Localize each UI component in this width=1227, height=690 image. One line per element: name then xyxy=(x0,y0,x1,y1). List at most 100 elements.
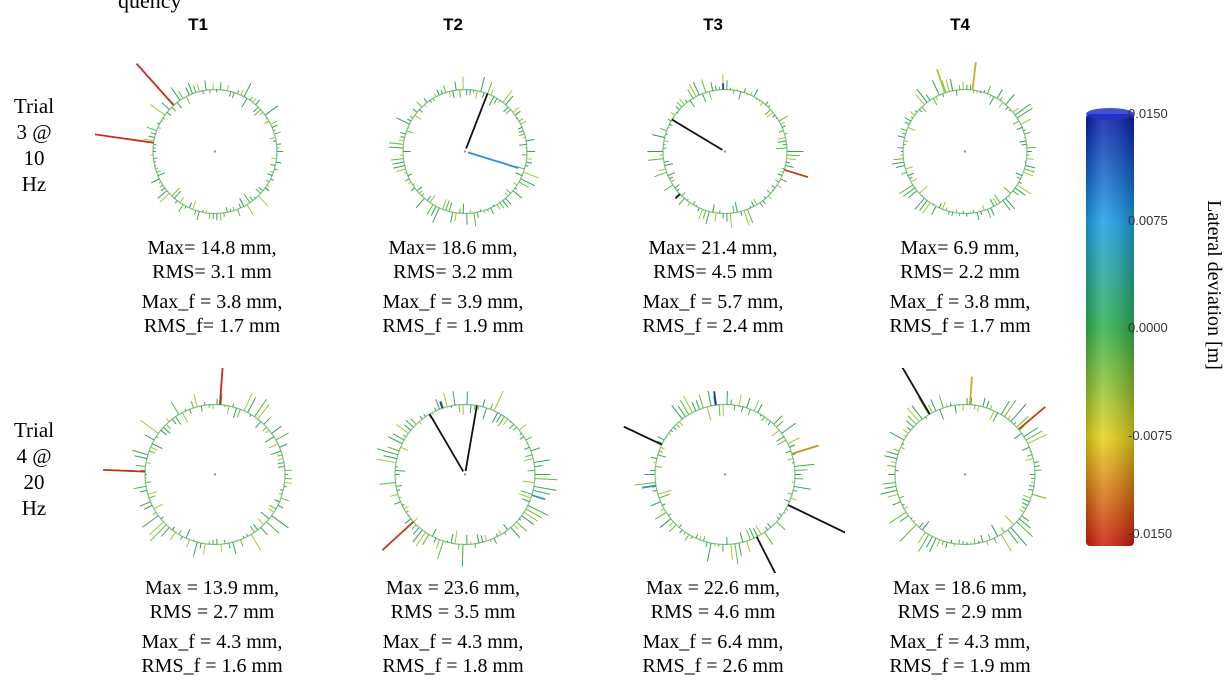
deviation-glyph xyxy=(228,543,231,549)
deviation-glyph xyxy=(160,187,166,192)
deviation-glyph xyxy=(1028,485,1035,487)
deviation-glyph xyxy=(220,544,223,553)
deviation-glyph xyxy=(522,498,530,503)
deviation-glyph xyxy=(657,489,672,495)
stat-rms: RMS = 3.5 mm xyxy=(390,601,516,623)
deviation-glyph xyxy=(1013,432,1022,440)
max-deviation-glyph xyxy=(103,468,146,473)
deviation-glyph xyxy=(163,426,171,434)
deviation-glyph xyxy=(518,181,529,188)
deviation-glyph xyxy=(488,96,495,106)
deviation-glyph xyxy=(220,393,223,405)
deviation-glyph xyxy=(149,521,164,536)
deviation-glyph xyxy=(510,527,521,539)
deviation-glyph xyxy=(902,429,909,434)
deviation-glyph xyxy=(499,202,505,209)
deviation-glyph xyxy=(740,406,744,412)
deviation-glyph xyxy=(663,140,669,143)
deviation-glyph xyxy=(675,193,680,197)
deviation-glyph xyxy=(140,419,159,434)
deviation-glyph xyxy=(459,89,461,98)
deviation-glyph xyxy=(515,172,523,177)
deviation-glyph xyxy=(771,189,774,192)
max-deviation-glyph xyxy=(901,368,931,415)
deviation-glyph xyxy=(786,161,790,164)
deviation-glyph xyxy=(729,213,733,228)
center-point xyxy=(723,150,727,153)
deviation-glyph xyxy=(503,106,509,113)
deviation-glyph xyxy=(424,104,427,108)
deviation-glyph xyxy=(887,465,896,468)
deviation-glyph xyxy=(792,453,796,456)
row-label-line: Hz xyxy=(21,496,47,520)
deviation-glyph xyxy=(152,511,157,515)
deviation-glyph xyxy=(159,184,164,188)
deviation-glyph xyxy=(973,405,976,410)
deviation-glyph xyxy=(151,178,160,184)
deviation-glyph xyxy=(523,458,534,462)
deviation-glyph xyxy=(395,484,402,487)
deviation-glyph xyxy=(408,514,410,517)
deviation-glyph xyxy=(482,399,486,407)
deviation-glyph xyxy=(518,126,523,130)
deviation-glyph xyxy=(275,432,289,441)
deviation-glyph xyxy=(416,186,423,192)
deviation-glyph xyxy=(1026,158,1034,160)
deviation-glyph xyxy=(702,93,707,103)
deviation-glyph xyxy=(935,96,939,101)
deviation-glyph xyxy=(490,207,495,215)
deviation-glyph xyxy=(656,440,663,445)
deviation-glyph xyxy=(519,143,527,146)
deviation-glyph xyxy=(435,539,441,549)
deviation-glyph xyxy=(654,171,667,178)
max-deviation-glyph xyxy=(671,118,723,151)
deviation-glyph xyxy=(676,111,679,114)
deviation-glyph xyxy=(411,524,417,530)
deviation-glyph xyxy=(226,84,229,91)
deviation-glyph xyxy=(179,197,185,203)
deviation-glyph xyxy=(1024,168,1035,173)
deviation-glyph xyxy=(664,163,673,167)
stat-max-f: Max_f = 4.3 mm, xyxy=(141,631,283,653)
deviation-glyph xyxy=(684,99,688,103)
deviation-glyph xyxy=(668,432,672,436)
deviation-glyph xyxy=(513,524,519,530)
deviation-glyph xyxy=(1023,427,1039,438)
deviation-glyph xyxy=(199,543,202,549)
deviation-glyph xyxy=(262,426,267,432)
deviation-glyph xyxy=(376,458,397,464)
deviation-glyph xyxy=(767,195,772,200)
deviation-glyph xyxy=(232,206,235,211)
deviation-glyph xyxy=(243,82,252,97)
deviation-glyph xyxy=(423,98,428,103)
deviation-glyph xyxy=(758,100,761,102)
deviation-glyph xyxy=(695,400,701,410)
deviation-glyph xyxy=(678,524,683,528)
deviation-glyph xyxy=(1016,176,1021,180)
deviation-glyph xyxy=(474,543,477,549)
deviation-glyph xyxy=(1023,494,1032,499)
deviation-glyph xyxy=(518,130,524,133)
deviation-glyph xyxy=(264,436,275,443)
deviation-glyph xyxy=(469,404,472,414)
deviation-glyph xyxy=(150,132,156,135)
deviation-glyph xyxy=(753,198,758,205)
stat-rms-f: RMS_f = 1.9 mm xyxy=(889,655,1031,677)
deviation-glyph xyxy=(668,513,672,517)
deviation-glyph xyxy=(1023,129,1026,132)
deviation-glyph xyxy=(926,536,933,548)
deviation-glyph xyxy=(171,187,180,197)
deviation-glyph xyxy=(899,515,909,523)
deviation-glyph xyxy=(533,485,557,491)
row-label-trial-3: Trial 3 @ 10 Hz xyxy=(4,93,64,197)
deviation-glyph xyxy=(766,523,772,528)
deviation-glyph xyxy=(473,405,476,410)
deviation-glyph xyxy=(204,80,207,91)
deviation-glyph xyxy=(687,89,694,99)
deviation-glyph xyxy=(514,187,518,190)
deviation-glyph xyxy=(171,418,177,425)
deviation-plot-trial3-t3 xyxy=(647,74,809,228)
deviation-glyph xyxy=(473,212,477,227)
deviation-glyph xyxy=(1018,181,1023,185)
deviation-glyph xyxy=(732,205,735,213)
